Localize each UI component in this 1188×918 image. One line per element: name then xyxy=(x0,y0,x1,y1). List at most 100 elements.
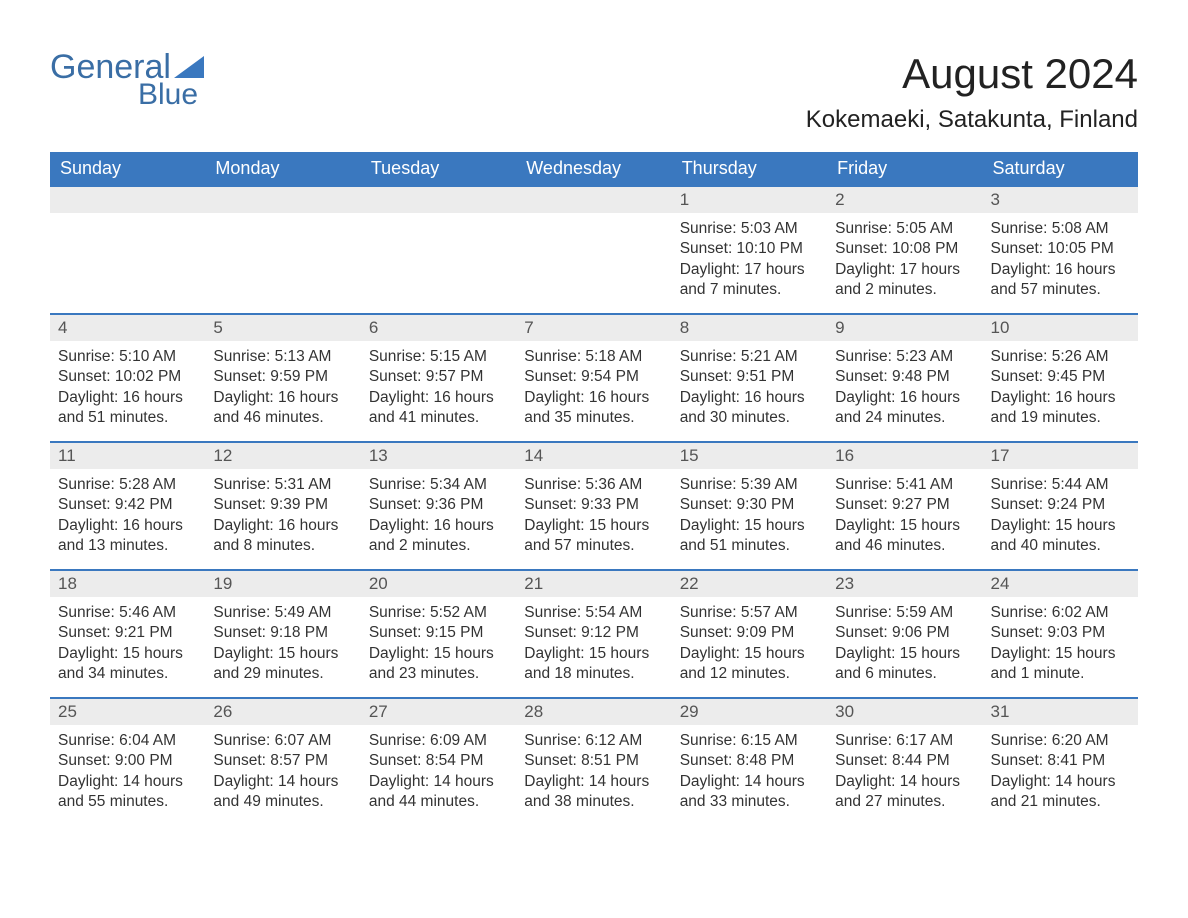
calendar-cell: 23Sunrise: 5:59 AMSunset: 9:06 PMDayligh… xyxy=(827,569,982,697)
calendar-cell xyxy=(50,185,205,313)
day-body: Sunrise: 5:26 AMSunset: 9:45 PMDaylight:… xyxy=(983,341,1138,433)
day-number-empty xyxy=(205,185,360,213)
calendar-cell xyxy=(205,185,360,313)
day-body: Sunrise: 6:17 AMSunset: 8:44 PMDaylight:… xyxy=(827,725,982,817)
calendar-cell: 2Sunrise: 5:05 AMSunset: 10:08 PMDayligh… xyxy=(827,185,982,313)
day-body: Sunrise: 6:12 AMSunset: 8:51 PMDaylight:… xyxy=(516,725,671,817)
day-body: Sunrise: 6:02 AMSunset: 9:03 PMDaylight:… xyxy=(983,597,1138,689)
sunrise-line: Sunrise: 5:13 AM xyxy=(213,347,352,367)
sunrise-line: Sunrise: 5:26 AM xyxy=(991,347,1130,367)
sunset-line: Sunset: 9:15 PM xyxy=(369,623,508,643)
sunset-line: Sunset: 9:59 PM xyxy=(213,367,352,387)
daylight-line: Daylight: 16 hours and 41 minutes. xyxy=(369,388,508,429)
day-body: Sunrise: 5:31 AMSunset: 9:39 PMDaylight:… xyxy=(205,469,360,561)
day-number: 16 xyxy=(827,441,982,469)
day-body: Sunrise: 5:44 AMSunset: 9:24 PMDaylight:… xyxy=(983,469,1138,561)
sunset-line: Sunset: 9:06 PM xyxy=(835,623,974,643)
sunset-line: Sunset: 9:51 PM xyxy=(680,367,819,387)
day-number: 1 xyxy=(672,185,827,213)
day-number: 7 xyxy=(516,313,671,341)
calendar-cell: 29Sunrise: 6:15 AMSunset: 8:48 PMDayligh… xyxy=(672,697,827,825)
daylight-line: Daylight: 16 hours and 8 minutes. xyxy=(213,516,352,557)
calendar-cell: 15Sunrise: 5:39 AMSunset: 9:30 PMDayligh… xyxy=(672,441,827,569)
sunset-line: Sunset: 9:42 PM xyxy=(58,495,197,515)
day-number: 8 xyxy=(672,313,827,341)
sunset-line: Sunset: 9:09 PM xyxy=(680,623,819,643)
sunrise-line: Sunrise: 6:04 AM xyxy=(58,731,197,751)
daylight-line: Daylight: 16 hours and 57 minutes. xyxy=(991,260,1130,301)
logo-text-blue: Blue xyxy=(138,80,204,110)
month-title: August 2024 xyxy=(806,50,1138,98)
day-number: 30 xyxy=(827,697,982,725)
calendar-cell xyxy=(516,185,671,313)
day-body: Sunrise: 6:15 AMSunset: 8:48 PMDaylight:… xyxy=(672,725,827,817)
calendar-cell: 31Sunrise: 6:20 AMSunset: 8:41 PMDayligh… xyxy=(983,697,1138,825)
daylight-line: Daylight: 16 hours and 46 minutes. xyxy=(213,388,352,429)
sunset-line: Sunset: 8:48 PM xyxy=(680,751,819,771)
sunset-line: Sunset: 9:57 PM xyxy=(369,367,508,387)
sunrise-line: Sunrise: 6:17 AM xyxy=(835,731,974,751)
calendar-cell: 30Sunrise: 6:17 AMSunset: 8:44 PMDayligh… xyxy=(827,697,982,825)
sunrise-line: Sunrise: 5:18 AM xyxy=(524,347,663,367)
sunrise-line: Sunrise: 5:52 AM xyxy=(369,603,508,623)
calendar-row: 11Sunrise: 5:28 AMSunset: 9:42 PMDayligh… xyxy=(50,441,1138,569)
day-number-empty xyxy=(516,185,671,213)
sunrise-line: Sunrise: 6:15 AM xyxy=(680,731,819,751)
calendar-cell: 14Sunrise: 5:36 AMSunset: 9:33 PMDayligh… xyxy=(516,441,671,569)
calendar-cell: 7Sunrise: 5:18 AMSunset: 9:54 PMDaylight… xyxy=(516,313,671,441)
daylight-line: Daylight: 16 hours and 19 minutes. xyxy=(991,388,1130,429)
calendar-cell: 25Sunrise: 6:04 AMSunset: 9:00 PMDayligh… xyxy=(50,697,205,825)
day-number: 21 xyxy=(516,569,671,597)
sunrise-line: Sunrise: 5:49 AM xyxy=(213,603,352,623)
calendar-body: 1Sunrise: 5:03 AMSunset: 10:10 PMDayligh… xyxy=(50,185,1138,825)
calendar-row: 4Sunrise: 5:10 AMSunset: 10:02 PMDayligh… xyxy=(50,313,1138,441)
day-number-empty xyxy=(361,185,516,213)
day-number: 11 xyxy=(50,441,205,469)
sunrise-line: Sunrise: 5:39 AM xyxy=(680,475,819,495)
sunrise-line: Sunrise: 5:05 AM xyxy=(835,219,974,239)
daylight-line: Daylight: 17 hours and 7 minutes. xyxy=(680,260,819,301)
daylight-line: Daylight: 15 hours and 46 minutes. xyxy=(835,516,974,557)
calendar-row: 18Sunrise: 5:46 AMSunset: 9:21 PMDayligh… xyxy=(50,569,1138,697)
sunrise-line: Sunrise: 5:59 AM xyxy=(835,603,974,623)
daylight-line: Daylight: 16 hours and 2 minutes. xyxy=(369,516,508,557)
calendar-cell: 8Sunrise: 5:21 AMSunset: 9:51 PMDaylight… xyxy=(672,313,827,441)
sunset-line: Sunset: 9:33 PM xyxy=(524,495,663,515)
sunrise-line: Sunrise: 5:36 AM xyxy=(524,475,663,495)
daylight-line: Daylight: 15 hours and 6 minutes. xyxy=(835,644,974,685)
sunset-line: Sunset: 9:36 PM xyxy=(369,495,508,515)
day-body: Sunrise: 5:49 AMSunset: 9:18 PMDaylight:… xyxy=(205,597,360,689)
day-number: 12 xyxy=(205,441,360,469)
sunrise-line: Sunrise: 5:44 AM xyxy=(991,475,1130,495)
day-body: Sunrise: 5:41 AMSunset: 9:27 PMDaylight:… xyxy=(827,469,982,561)
day-number: 19 xyxy=(205,569,360,597)
sunrise-line: Sunrise: 5:54 AM xyxy=(524,603,663,623)
daylight-line: Daylight: 14 hours and 33 minutes. xyxy=(680,772,819,813)
calendar-cell: 24Sunrise: 6:02 AMSunset: 9:03 PMDayligh… xyxy=(983,569,1138,697)
sunrise-line: Sunrise: 5:15 AM xyxy=(369,347,508,367)
day-body: Sunrise: 5:46 AMSunset: 9:21 PMDaylight:… xyxy=(50,597,205,689)
daylight-line: Daylight: 17 hours and 2 minutes. xyxy=(835,260,974,301)
calendar-row: 1Sunrise: 5:03 AMSunset: 10:10 PMDayligh… xyxy=(50,185,1138,313)
day-body: Sunrise: 6:20 AMSunset: 8:41 PMDaylight:… xyxy=(983,725,1138,817)
calendar-cell: 26Sunrise: 6:07 AMSunset: 8:57 PMDayligh… xyxy=(205,697,360,825)
daylight-line: Daylight: 15 hours and 40 minutes. xyxy=(991,516,1130,557)
calendar-cell: 13Sunrise: 5:34 AMSunset: 9:36 PMDayligh… xyxy=(361,441,516,569)
calendar-cell: 27Sunrise: 6:09 AMSunset: 8:54 PMDayligh… xyxy=(361,697,516,825)
sunrise-line: Sunrise: 5:23 AM xyxy=(835,347,974,367)
daylight-line: Daylight: 15 hours and 57 minutes. xyxy=(524,516,663,557)
day-body: Sunrise: 5:34 AMSunset: 9:36 PMDaylight:… xyxy=(361,469,516,561)
calendar-cell: 9Sunrise: 5:23 AMSunset: 9:48 PMDaylight… xyxy=(827,313,982,441)
location: Kokemaeki, Satakunta, Finland xyxy=(806,106,1138,134)
day-number: 17 xyxy=(983,441,1138,469)
day-header: Tuesday xyxy=(361,152,516,185)
day-body: Sunrise: 5:28 AMSunset: 9:42 PMDaylight:… xyxy=(50,469,205,561)
day-number: 13 xyxy=(361,441,516,469)
day-number: 5 xyxy=(205,313,360,341)
day-body: Sunrise: 5:08 AMSunset: 10:05 PMDaylight… xyxy=(983,213,1138,305)
calendar-cell: 17Sunrise: 5:44 AMSunset: 9:24 PMDayligh… xyxy=(983,441,1138,569)
calendar-cell: 19Sunrise: 5:49 AMSunset: 9:18 PMDayligh… xyxy=(205,569,360,697)
sunset-line: Sunset: 9:30 PM xyxy=(680,495,819,515)
day-body: Sunrise: 5:59 AMSunset: 9:06 PMDaylight:… xyxy=(827,597,982,689)
day-number: 22 xyxy=(672,569,827,597)
